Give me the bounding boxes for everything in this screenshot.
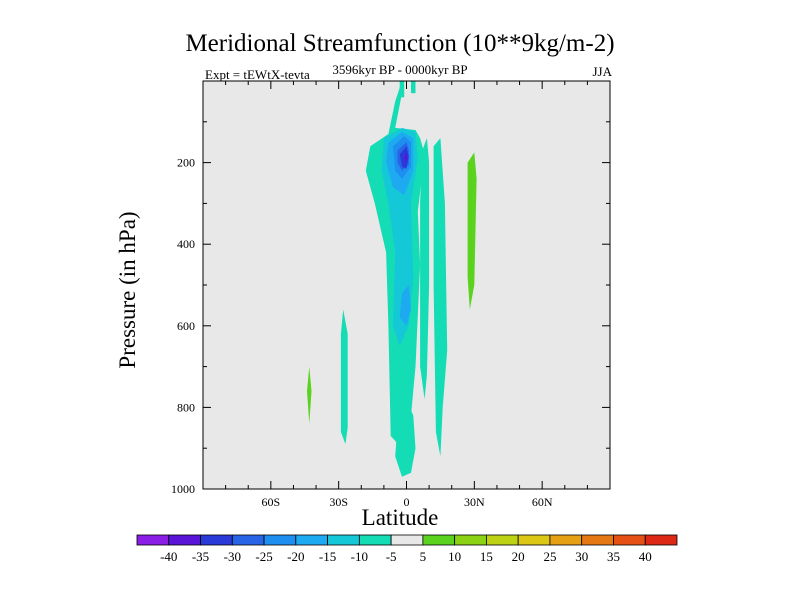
x-axis-label: Latitude: [361, 505, 439, 530]
colorbar-swatch: [358, 534, 392, 546]
contour-region-positive-cell-left: [307, 366, 312, 424]
experiment-label: Expt = tEWtX-tevta: [205, 67, 310, 82]
colorbar-swatch: [581, 534, 614, 546]
colorbar-swatch: [517, 534, 551, 546]
colorbar-swatch: [168, 534, 201, 546]
colorbar-swatch: [231, 534, 265, 546]
y-tick-label: 800: [177, 400, 195, 414]
colorbar-swatch: [454, 534, 487, 546]
contour-region-top-strip-cell-2: [411, 81, 416, 94]
colorbar-swatch: [263, 534, 297, 546]
y-tick-label: 200: [177, 156, 195, 170]
colorbar-swatch: [644, 534, 678, 546]
colorbar-label: 25: [543, 549, 556, 564]
colorbar-label: -40: [160, 549, 177, 564]
colorbar-label: 30: [575, 549, 588, 564]
colorbar-swatch: [549, 534, 583, 546]
contour-region-left-cell: [340, 309, 348, 445]
contour-region-negative-cell-minus15-lower: [399, 285, 411, 326]
contour-region-top-strip-cell: [399, 81, 405, 98]
colorbar-label: 20: [512, 549, 525, 564]
chart-title: Meridional Streamfunction (10**9kg/m-2): [185, 30, 615, 57]
x-tick-label: 30N: [464, 495, 485, 509]
chart-subtitle: 3596kyr BP - 0000kyr BP: [332, 62, 468, 77]
colorbar-label: 15: [480, 549, 493, 564]
colorbar-swatch: [422, 534, 456, 546]
x-tick-label: 60N: [532, 495, 553, 509]
colorbar-swatch: [295, 534, 328, 546]
colorbar-label: 40: [639, 549, 652, 564]
colorbar-label: -15: [319, 549, 336, 564]
colorbar-label: -25: [255, 549, 272, 564]
contour-region-negative-cell-minus30: [399, 146, 409, 169]
colorbar-label: -35: [192, 549, 209, 564]
colorbar-swatch: [327, 534, 360, 546]
contour-region-negative-cell-core: [404, 152, 408, 163]
x-tick-label: 0: [404, 495, 410, 509]
colorbar-label: 5: [420, 549, 427, 564]
colorbar-label: -10: [351, 549, 368, 564]
contour-region-right-bottom-cell: [395, 399, 416, 477]
contour-region-right-mid-cell: [433, 138, 448, 457]
colorbar-label: -30: [224, 549, 241, 564]
colorbar-label: -20: [287, 549, 304, 564]
x-tick-label: 30S: [329, 495, 348, 509]
colorbar-swatch: [486, 534, 519, 546]
colorbar-label: 35: [607, 549, 620, 564]
colorbar-swatch: [390, 534, 424, 546]
contour-region-positive-cell-right: [467, 152, 477, 310]
y-tick-label: 400: [177, 237, 195, 251]
contour-region-right-thin-cell: [420, 138, 430, 400]
colorbar-swatch: [613, 534, 646, 546]
colorbar-label: 10: [448, 549, 461, 564]
colorbar-swatch: [136, 534, 170, 546]
y-tick-label: 600: [177, 319, 195, 333]
colorbar-swatch: [200, 534, 233, 546]
x-tick-label: 60S: [261, 495, 280, 509]
y-tick-label: 1000: [171, 482, 195, 496]
season-label: JJA: [592, 64, 612, 79]
colorbar-label: -5: [386, 549, 397, 564]
